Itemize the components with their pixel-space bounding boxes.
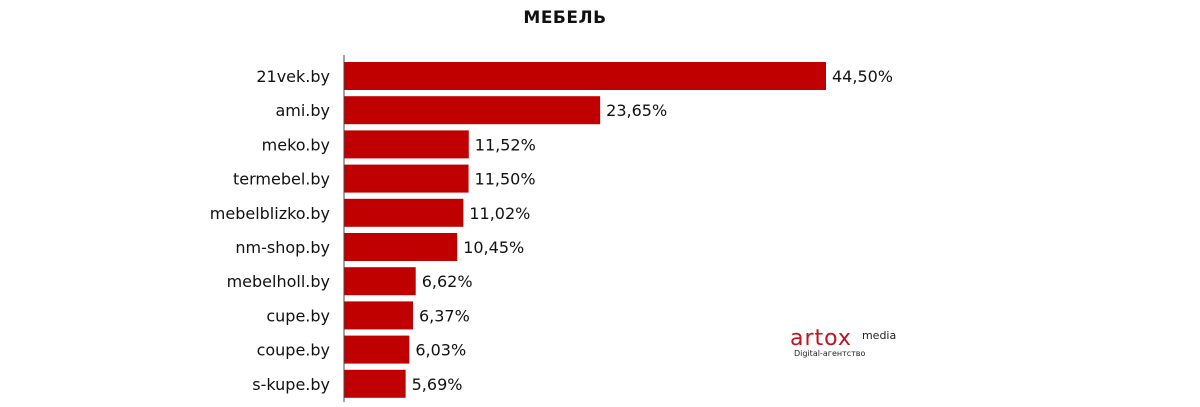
category-label: s-kupe.by [252,375,330,394]
category-label: nm-shop.by [235,238,330,257]
logo-brand: artox [790,326,852,351]
value-label: 5,69% [412,375,463,394]
category-label: 21vek.by [256,67,330,86]
bar-ami.by [344,96,601,125]
logo-suffix: media [861,329,897,342]
category-label: termebel.by [233,170,330,189]
bar-meko.by [344,130,469,159]
logo-tagline: Digital-агентство [794,349,866,358]
bar-mebelblizko.by [344,198,464,227]
bar-nm-shop.by [344,233,458,261]
bars-group: 21vek.by 44,50% ami.by 23,65% meko.by 11,52% t… [210,62,893,398]
value-label: 6,37% [419,306,470,325]
value-label: 11,50% [475,170,536,189]
category-label: mebelblizko.by [210,204,330,223]
value-label: 23,65% [606,101,667,120]
category-label: cupe.by [266,306,330,325]
category-label: meko.by [262,135,330,154]
category-label: ami.by [275,101,330,120]
bar-coupe.by [344,335,410,364]
category-label: mebelholl.by [227,272,330,291]
value-label: 6,03% [415,341,466,360]
value-label: 11,02% [469,204,530,223]
artox-logo: artox media Digital-агентство [790,326,896,358]
value-label: 44,50% [832,67,893,86]
value-label: 10,45% [463,238,524,257]
chart-title: МЕБЕЛЬ [523,8,607,28]
value-label: 6,62% [422,272,473,291]
bar-cupe.by [344,301,413,330]
bar-termebel.by [344,164,469,193]
value-label: 11,52% [475,135,536,154]
bar-mebelholl.by [344,267,416,296]
bar-21vek.by [344,62,826,90]
bar-s-kupe.by [344,369,406,398]
category-label: coupe.by [257,341,330,360]
